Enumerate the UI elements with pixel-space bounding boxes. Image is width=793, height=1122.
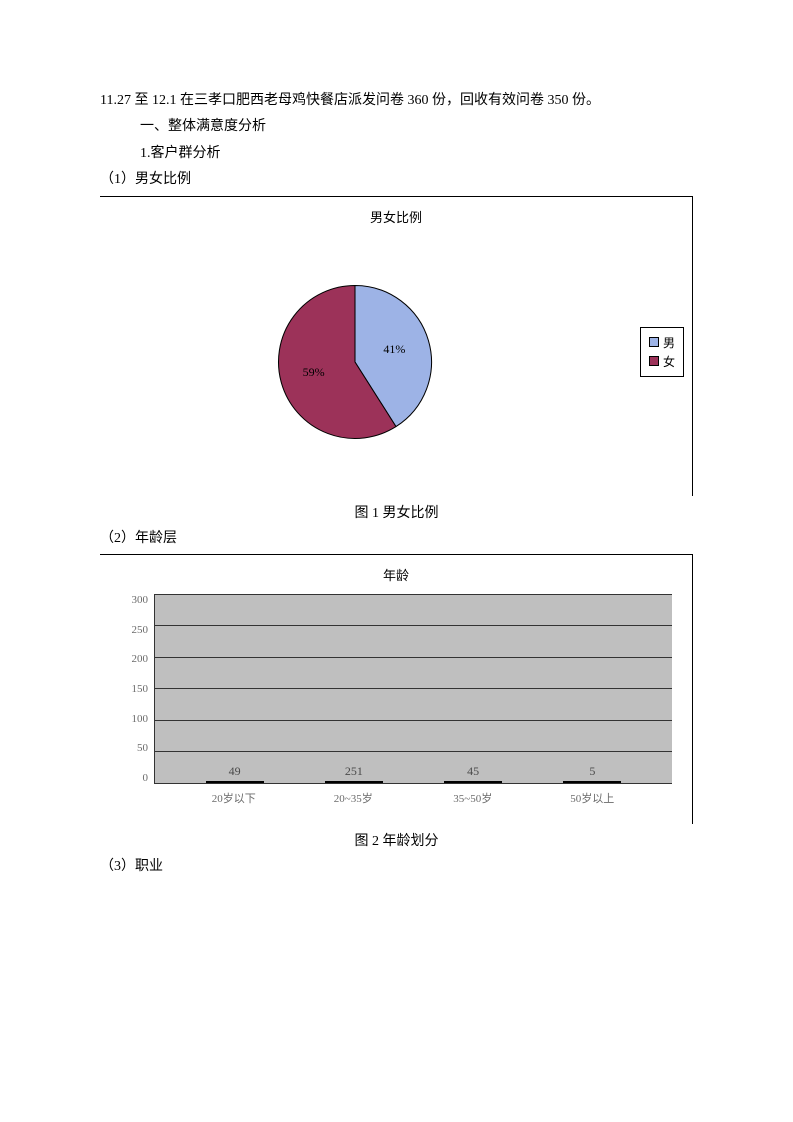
y-tick-label: 200 xyxy=(132,653,149,665)
grid-line xyxy=(155,657,672,658)
heading-1-1: 1.客户群分析 xyxy=(100,143,693,165)
y-tick-label: 50 xyxy=(137,742,148,754)
section-1: （1）男女比例 xyxy=(100,169,693,191)
pie-chart-frame: 男女比例 41% 59% 男 女 xyxy=(100,196,693,496)
bar-column: 251 xyxy=(324,764,384,783)
bar-plot-area: 49 251 45 5 xyxy=(154,594,672,784)
y-tick-label: 250 xyxy=(132,624,149,636)
bar-rect xyxy=(563,781,621,783)
bar-plot-row: 300 250 200 150 100 50 0 49 251 45 5 xyxy=(120,594,672,784)
pie-chart: 41% 59% xyxy=(270,277,440,447)
bar-rect xyxy=(206,781,264,783)
legend-item-female: 女 xyxy=(649,353,675,370)
x-tick-label: 50岁以上 xyxy=(562,790,622,806)
legend-item-male: 男 xyxy=(649,334,675,351)
x-tick-label: 20岁以下 xyxy=(204,790,264,806)
legend-swatch-female xyxy=(649,356,659,366)
bar-column: 5 xyxy=(562,764,622,783)
bar-value-label: 49 xyxy=(229,764,241,779)
bar-value-label: 5 xyxy=(589,764,595,779)
bar-value-label: 251 xyxy=(345,764,363,779)
figure-2-caption: 图 2 年龄划分 xyxy=(100,830,693,850)
bar-chart-frame: 年龄 300 250 200 150 100 50 0 49 251 45 5 20岁以下 20~3… xyxy=(100,554,693,824)
pie-slice-label-male: 41% xyxy=(383,342,405,357)
intro-line: 11.27 至 12.1 在三孝口肥西老母鸡快餐店派发问卷 360 份，回收有效… xyxy=(100,90,693,112)
legend-label-female: 女 xyxy=(663,353,675,370)
section-2: （2）年龄层 xyxy=(100,528,693,550)
pie-slice-label-female: 59% xyxy=(303,365,325,380)
grid-line xyxy=(155,594,672,595)
pie-svg xyxy=(270,277,440,447)
section-3: （3）职业 xyxy=(100,856,693,878)
heading-1: 一、整体满意度分析 xyxy=(100,116,693,138)
y-tick-label: 100 xyxy=(132,713,149,725)
bar-y-axis-labels: 300 250 200 150 100 50 0 xyxy=(120,594,154,784)
bar-x-axis-labels: 20岁以下 20~35岁 35~50岁 50岁以上 xyxy=(120,784,672,806)
legend-swatch-male xyxy=(649,337,659,347)
x-tick-label: 20~35岁 xyxy=(323,790,383,806)
pie-legend: 男 女 xyxy=(640,327,684,377)
x-tick-label: 35~50岁 xyxy=(443,790,503,806)
legend-label-male: 男 xyxy=(663,334,675,351)
pie-chart-title: 男女比例 xyxy=(100,197,692,226)
bar-column: 49 xyxy=(205,764,265,783)
bar-rect xyxy=(325,781,383,783)
bar-value-label: 45 xyxy=(467,764,479,779)
bar-column: 45 xyxy=(443,764,503,783)
y-tick-label: 300 xyxy=(132,594,149,606)
y-tick-label: 150 xyxy=(132,683,149,695)
figure-1-caption: 图 1 男女比例 xyxy=(100,502,693,522)
bar-rect xyxy=(444,781,502,783)
grid-line xyxy=(155,751,672,752)
grid-line xyxy=(155,688,672,689)
grid-line xyxy=(155,720,672,721)
y-tick-label: 0 xyxy=(143,772,149,784)
grid-line xyxy=(155,625,672,626)
bar-chart-title: 年龄 xyxy=(120,565,672,584)
